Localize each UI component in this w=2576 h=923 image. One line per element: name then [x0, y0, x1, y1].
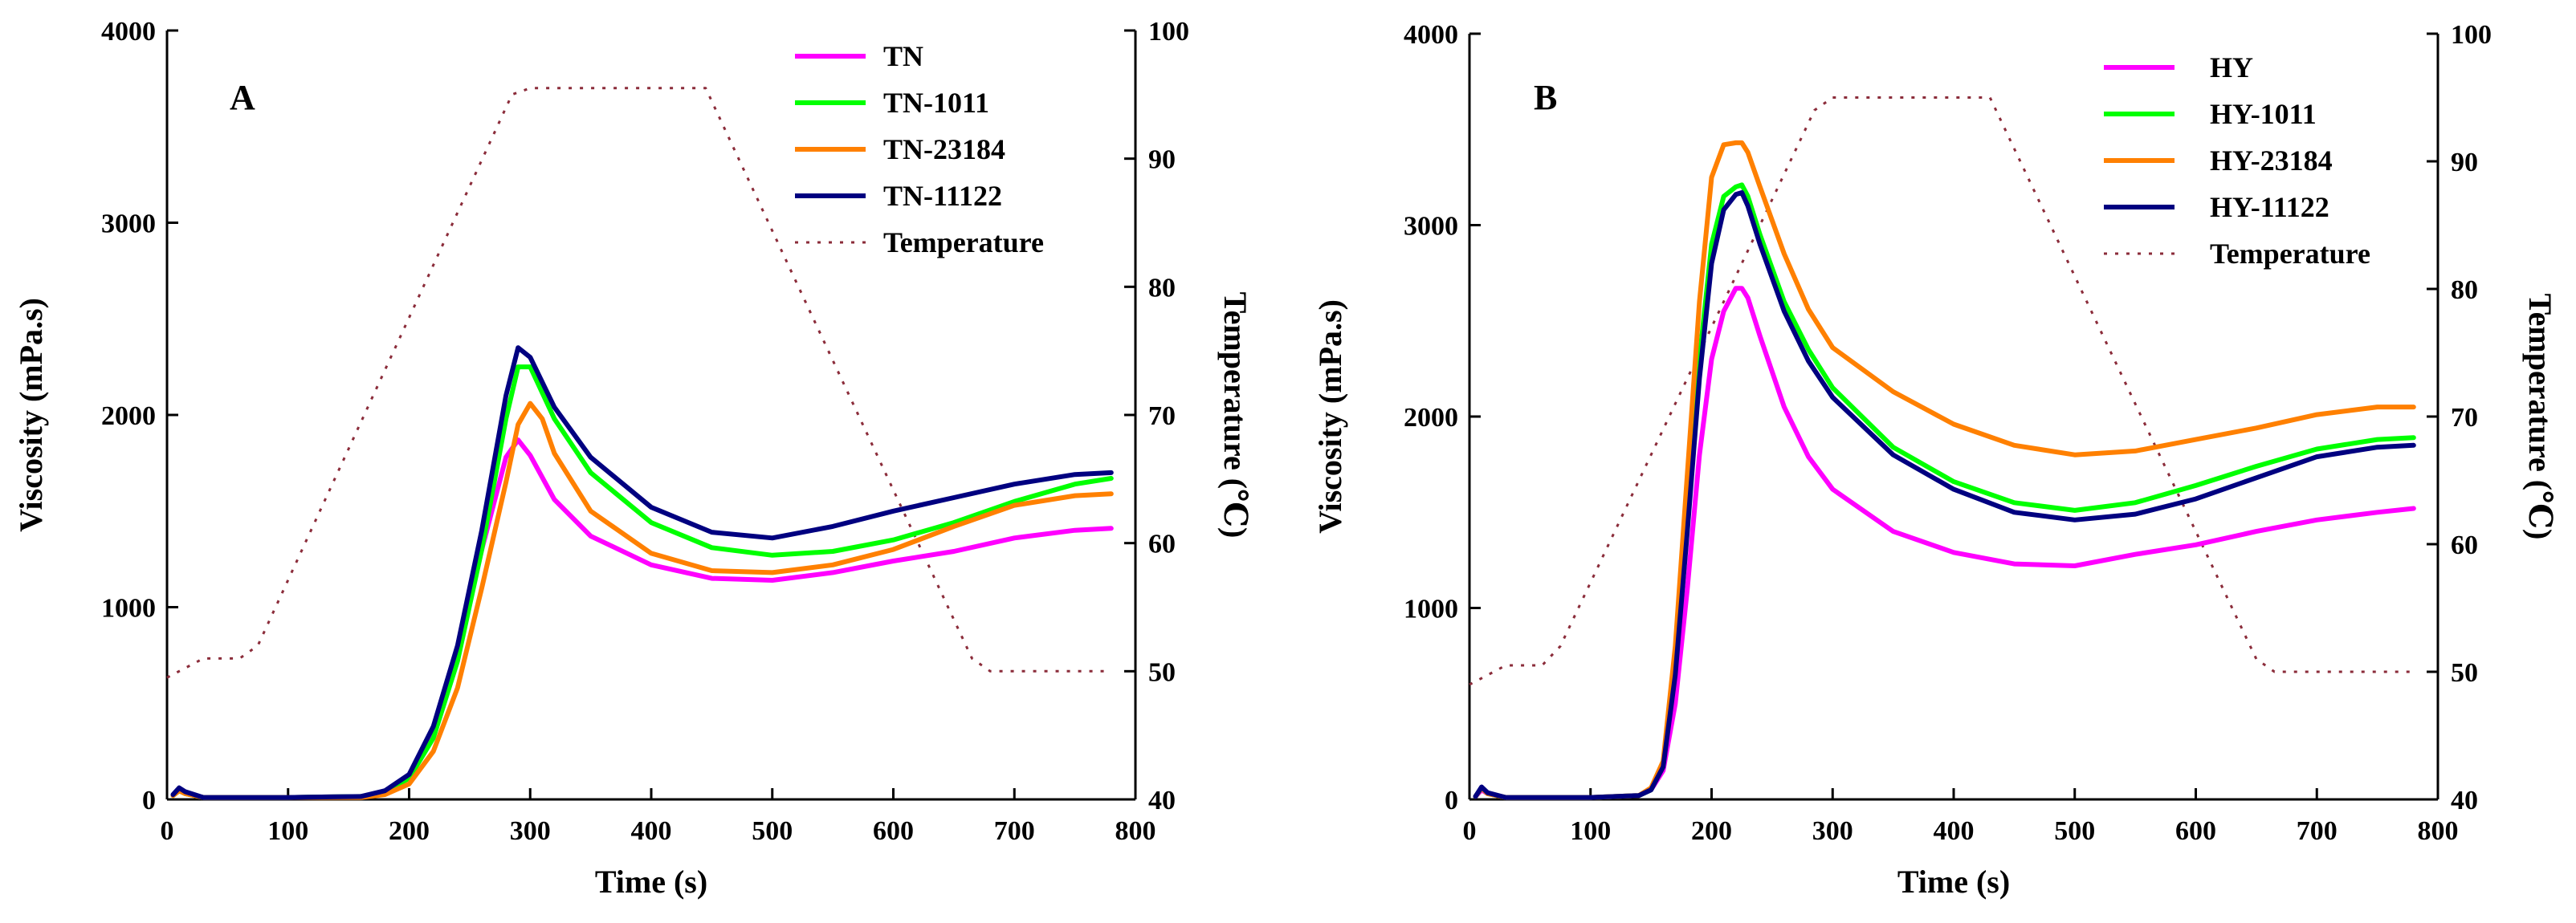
- y2-tick-label: 70: [1148, 401, 1176, 431]
- x-tick-label: 500: [2054, 816, 2095, 846]
- x-tick-label: 400: [631, 816, 672, 846]
- legend-label: HY-1011: [2210, 98, 2317, 130]
- chart-panel-b: 0 100 200 300 400 500 600 700 800 0 1000 2000 3000 40…: [1312, 20, 2558, 900]
- y-tick-label: 3000: [101, 209, 156, 239]
- legend-label: TN-1011: [883, 87, 989, 119]
- x-tick-label: 800: [2418, 816, 2459, 846]
- y2-tick-label: 90: [2451, 148, 2478, 177]
- legend-label: TN-23184: [883, 133, 1005, 165]
- series-line-temperature: [1469, 96, 2414, 686]
- y2-tick-label: 90: [1148, 145, 1176, 175]
- series-line-hy-11122: [1473, 190, 2416, 800]
- y2-tick-label: 100: [1148, 17, 1189, 47]
- x-tick-label: 0: [1463, 816, 1477, 846]
- y-tick-label: 2000: [1404, 403, 1458, 433]
- series-line-hy: [1473, 286, 2416, 800]
- legend-label: HY-23184: [2210, 144, 2333, 177]
- y-axis-title: Viscosity (mPa.s): [1312, 299, 1348, 534]
- y-tick-label: 3000: [1404, 212, 1458, 242]
- legend-label: TN-11122: [883, 180, 1002, 212]
- y2-tick-label: 70: [2451, 403, 2478, 433]
- x-tick-label: 200: [1691, 816, 1732, 846]
- y-tick-label: 0: [1445, 786, 1458, 815]
- x-tick-label: 600: [873, 816, 914, 846]
- y2-tick-label: 40: [1148, 786, 1176, 815]
- y2-axis-title: Temperature (℃): [2522, 294, 2558, 540]
- x-tick-label: 100: [267, 816, 308, 846]
- x-tick-label: 300: [510, 816, 551, 846]
- y2-tick-label: 50: [1148, 657, 1176, 687]
- y-axis-title: Viscosity (mPa.s): [13, 298, 49, 532]
- legend-label: Temperature: [2210, 238, 2370, 270]
- y-tick-label: 1000: [1404, 595, 1458, 624]
- y2-tick-label: 100: [2451, 20, 2492, 50]
- y2-axis-title: Temperature (℃): [1217, 292, 1253, 539]
- x-tick-label: 200: [389, 816, 430, 846]
- y-tick-label: 4000: [101, 17, 156, 47]
- series-line-hy-1011: [1473, 182, 2416, 800]
- x-tick-label: 600: [2175, 816, 2216, 846]
- series-line-tn-23184: [170, 401, 1114, 800]
- series-line-tn-11122: [170, 345, 1114, 800]
- y-tick-label: 2000: [101, 401, 156, 431]
- legend-label: TN: [883, 40, 923, 72]
- legend-label: HY: [2210, 51, 2253, 83]
- series-line-temperature: [166, 87, 1111, 679]
- x-tick-label: 100: [1570, 816, 1611, 846]
- legend-label: HY-11122: [2210, 191, 2329, 223]
- y2-tick-label: 50: [2451, 658, 2478, 688]
- series-line-tn-1011: [170, 364, 1114, 800]
- x-tick-label: 0: [161, 816, 174, 846]
- legend-label: Temperature: [883, 226, 1044, 258]
- x-tick-label: 300: [1812, 816, 1853, 846]
- y-tick-label: 0: [142, 786, 156, 815]
- chart-panel-a: 0 100 200 300 400 500 600 700 800 0 1000 2000 3000 40…: [13, 17, 1253, 900]
- x-tick-label: 400: [1934, 816, 1975, 846]
- x-axis-title: Time (s): [1897, 864, 2010, 900]
- y-tick-label: 4000: [1404, 20, 1458, 50]
- x-axis-title: Time (s): [595, 864, 707, 900]
- y2-tick-label: 60: [1148, 530, 1176, 559]
- panel-letter: B: [1534, 78, 1557, 117]
- y2-tick-label: 80: [1148, 273, 1176, 303]
- y2-tick-label: 40: [2451, 786, 2478, 815]
- x-tick-label: 500: [752, 816, 793, 846]
- x-tick-label: 800: [1115, 816, 1156, 846]
- y2-tick-label: 60: [2451, 531, 2478, 560]
- x-tick-label: 700: [2297, 816, 2338, 846]
- y-tick-label: 1000: [101, 594, 156, 624]
- x-tick-label: 700: [994, 816, 1035, 846]
- panel-letter: A: [230, 78, 255, 117]
- y2-tick-label: 80: [2451, 275, 2478, 305]
